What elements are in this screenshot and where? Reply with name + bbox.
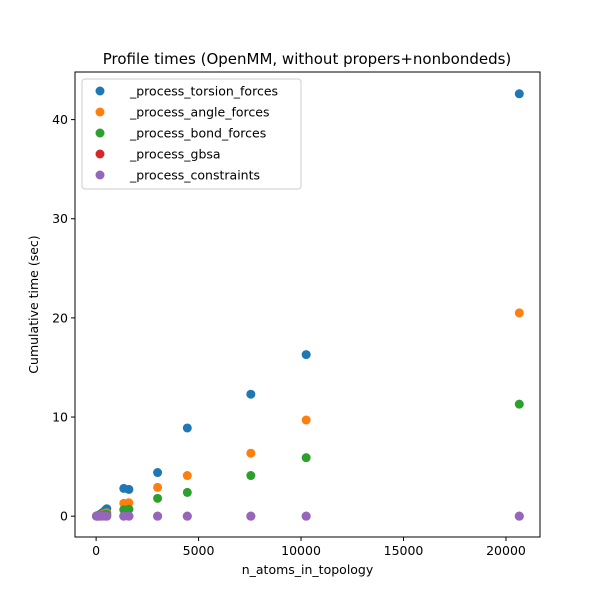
x-tick-label: 15000 (384, 543, 424, 558)
legend-marker (95, 128, 105, 138)
data-point (514, 399, 524, 409)
legend-label: _process_constraints (129, 168, 260, 183)
legend-label: _process_gbsa (129, 147, 221, 162)
data-point (124, 498, 134, 508)
data-point (124, 511, 134, 521)
chart-title: Profile times (OpenMM, without propers+n… (103, 50, 512, 68)
legend-box (81, 78, 302, 190)
legend-marker (95, 107, 105, 117)
legend-label: _process_angle_forces (129, 105, 269, 120)
data-point (301, 350, 311, 360)
x-tick-label: 20000 (486, 543, 526, 558)
y-axis: 0 10 20 30 40 (52, 112, 75, 524)
legend: _process_torsion_forces _process_angle_fo… (81, 78, 302, 190)
data-point (301, 415, 311, 425)
series-process-constraints (92, 511, 524, 521)
data-point (514, 89, 524, 99)
data-point (246, 471, 256, 481)
data-point (182, 471, 192, 481)
legend-marker (95, 86, 105, 96)
y-tick-label: 40 (52, 112, 68, 127)
x-axis: 0 5000 10000 15000 20000 (92, 537, 526, 558)
data-point (124, 484, 134, 494)
plot-area-frame (74, 71, 541, 538)
legend-marker (95, 149, 105, 159)
data-point (182, 487, 192, 497)
data-point (246, 389, 256, 399)
legend-label: _process_torsion_forces (129, 84, 278, 99)
data-point (153, 511, 163, 521)
data-point (182, 511, 192, 521)
data-point (301, 453, 311, 463)
y-axis-label: Cumulative time (sec) (26, 235, 41, 373)
data-point (514, 511, 524, 521)
x-axis-label: n_atoms_in_topology (242, 562, 374, 577)
data-point (153, 493, 163, 503)
legend-marker (95, 170, 105, 180)
data-point (124, 504, 134, 514)
data-points (92, 89, 524, 521)
x-tick-label: 5000 (183, 543, 215, 558)
data-point (514, 308, 524, 318)
data-point (102, 511, 112, 521)
y-tick-label: 30 (52, 211, 68, 226)
y-tick-label: 20 (52, 310, 68, 325)
data-point (182, 423, 192, 433)
x-tick-label: 0 (92, 543, 100, 558)
data-point (301, 511, 311, 521)
data-point (153, 482, 163, 492)
data-point (153, 468, 163, 478)
x-tick-label: 10000 (281, 543, 321, 558)
data-point (246, 511, 256, 521)
y-tick-label: 10 (52, 410, 68, 425)
data-point (246, 448, 256, 458)
y-tick-label: 0 (60, 509, 68, 524)
legend-label: _process_bond_forces (129, 126, 266, 141)
